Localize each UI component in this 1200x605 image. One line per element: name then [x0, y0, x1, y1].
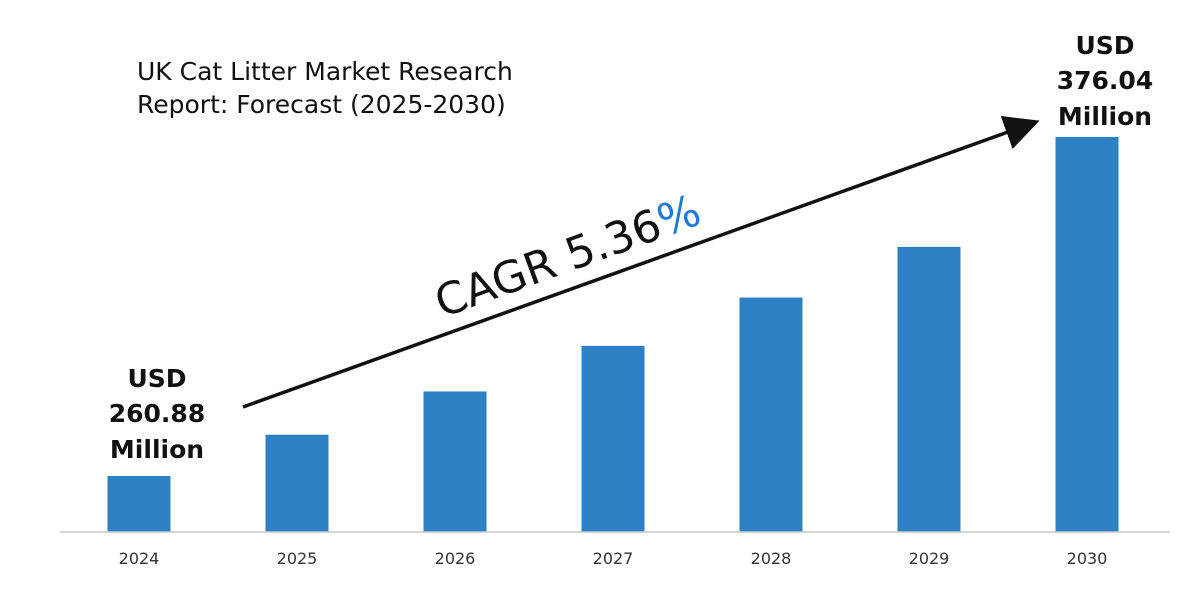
bar-2028 [739, 297, 803, 532]
bar-2029 [897, 246, 961, 533]
end-annotation-currency: USD [1075, 31, 1134, 60]
x-tick-label-2026: 2026 [435, 549, 476, 568]
start-annotation-unit: Million [110, 435, 204, 464]
bar-2024 [107, 476, 171, 532]
growth-arrow [242, 116, 1040, 409]
x-tick-label-2029: 2029 [909, 549, 950, 568]
x-tick-label-2027: 2027 [593, 549, 634, 568]
start-annotation-value: 260.88 [109, 399, 205, 428]
x-tick-labels: 2024 2025 2026 2027 2028 2029 2030 [119, 549, 1108, 568]
x-tick-label-2028: 2028 [751, 549, 792, 568]
x-tick-label-2025: 2025 [277, 549, 318, 568]
end-annotation-unit: Million [1058, 102, 1152, 131]
chart-title-line-2: Report: Forecast (2025-2030) [137, 90, 506, 119]
x-tick-label-2030: 2030 [1067, 549, 1108, 568]
end-annotation-value: 376.04 [1057, 66, 1153, 95]
start-annotation-currency: USD [127, 364, 186, 393]
bars-group [107, 137, 1119, 533]
bar-2026 [423, 391, 487, 532]
cagr-label: CAGR 5.36 [428, 199, 668, 328]
bar-2025 [265, 434, 329, 532]
bar-2027 [581, 345, 645, 532]
chart-title-line-1: UK Cat Litter Market Research [137, 57, 513, 86]
bar-2030 [1055, 137, 1119, 532]
x-tick-label-2024: 2024 [119, 549, 160, 568]
